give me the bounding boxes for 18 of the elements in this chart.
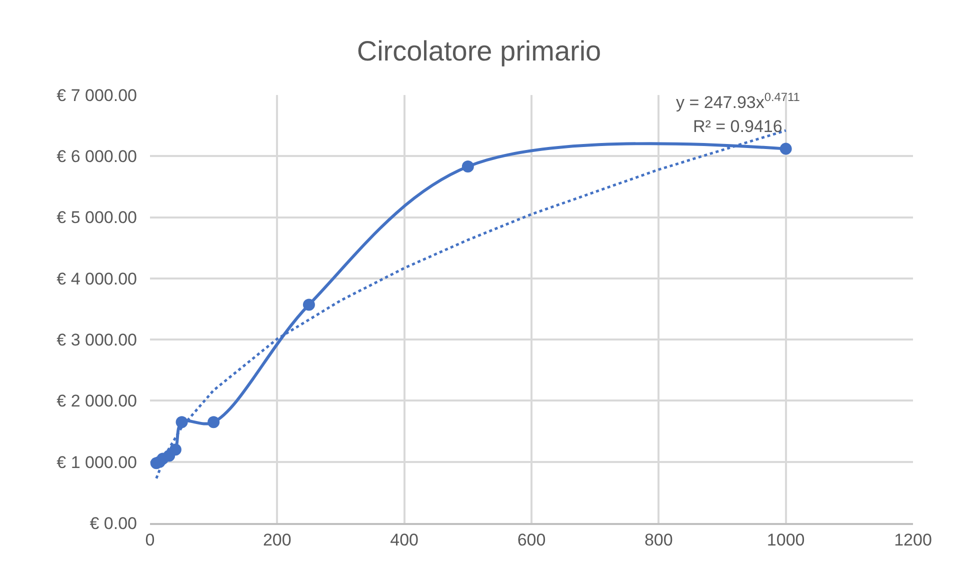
- y-tick-label: € 0.00: [90, 514, 137, 533]
- x-tick-label: 0: [145, 530, 155, 550]
- x-tick-label: 800: [644, 530, 673, 550]
- chart-title: Circolatore primario: [356, 35, 602, 66]
- y-tick-label: € 3 000.00: [56, 330, 137, 350]
- y-tick-label: € 6 000.00: [56, 147, 137, 166]
- x-tick-label: 400: [390, 530, 419, 550]
- y-tick-label: € 7 000.00: [56, 86, 137, 105]
- y-tick-label: € 4 000.00: [56, 269, 137, 288]
- y-tick-label: € 5 000.00: [56, 208, 137, 228]
- x-tick-label: 1000: [766, 530, 805, 550]
- x-tick-label: 200: [262, 530, 292, 550]
- x-tick-label: 600: [517, 530, 546, 550]
- annotation: R² = 0.9416: [693, 117, 782, 136]
- y-tick-label: € 1 000.00: [56, 452, 137, 472]
- annotation: y = 247.93x$^{0.4711}$: [676, 90, 800, 112]
- y-tick-label: € 2 000.00: [56, 392, 137, 411]
- x-tick-label: 1200: [894, 530, 932, 550]
